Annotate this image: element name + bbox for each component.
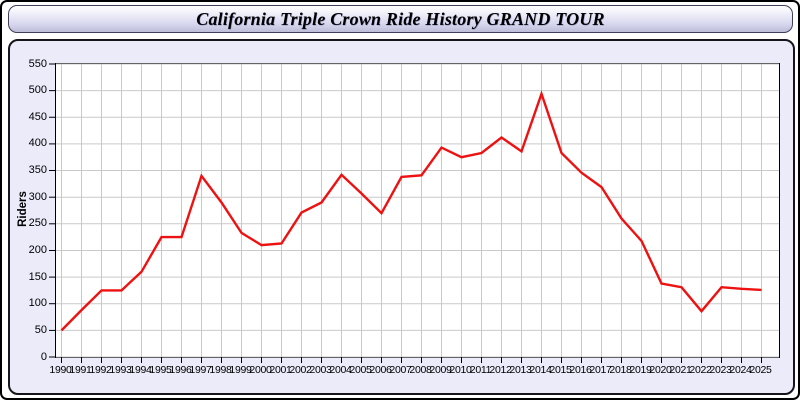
x-tick-label: 1999 [229,364,252,376]
x-tick-label: 2009 [429,364,452,376]
x-tick-label: 2002 [289,364,312,376]
x-tick-label: 2011 [469,364,492,376]
x-tick-label: 2000 [249,364,272,376]
x-tick-label: 2024 [729,364,752,376]
y-tick-label: 450 [28,110,47,123]
x-tick-label: 1993 [109,364,132,376]
chart-panel: Riders 0 50 100 150 200 250 300 350 400 450 500 550… [8,39,795,395]
x-tick-label: 2008 [409,364,432,376]
x-tick-label: 2005 [349,364,372,376]
line-chart [49,63,779,363]
chart-title-bar: California Triple Crown Ride History GRA… [8,5,793,33]
x-tick-label: 2023 [709,364,732,376]
x-tick-label: 2018 [609,364,632,376]
x-tick-label: 2012 [489,364,512,376]
x-tick-label: 1996 [169,364,192,376]
x-tick-label: 1997 [189,364,212,376]
x-tick-label: 2007 [389,364,412,376]
y-tick-label: 400 [28,137,47,150]
y-tick-label: 300 [28,190,47,203]
y-tick-label: 150 [28,270,47,283]
x-tick-label: 1992 [89,364,112,376]
x-tick-label: 2020 [649,364,672,376]
y-tick-label: 350 [28,164,47,177]
y-tick-label: 0 [40,350,47,363]
x-tick-label: 1990 [49,364,72,376]
x-tick-label: 1991 [69,364,92,376]
chart-title: California Triple Crown Ride History GRA… [196,8,605,29]
x-tick-label: 1995 [149,364,172,376]
riders-series-line [60,90,762,332]
x-tick-label: 2022 [689,364,712,376]
y-tick-label: 250 [28,217,47,230]
x-tick-label: 2010 [449,364,472,376]
y-tick-label: 500 [28,84,47,97]
y-tick-label: 550 [28,57,47,70]
x-tick-label: 2014 [529,364,552,376]
x-tick-label: 2004 [329,364,352,376]
x-tick-label: 2003 [309,364,332,376]
x-tick-label: 1994 [129,364,152,376]
x-tick-label: 2025 [749,364,772,376]
plot-area [49,63,780,363]
x-tick-label: 2013 [509,364,532,376]
x-tick-label: 2016 [569,364,592,376]
x-tick-label: 2019 [629,364,652,376]
y-tick-label: 100 [28,297,47,310]
x-tick-label: 2021 [669,364,692,376]
x-tick-label: 2001 [269,364,292,376]
x-tick-label: 2006 [369,364,392,376]
x-tick-label: 2017 [589,364,612,376]
x-tick-label: 1998 [209,364,232,376]
x-tick-label: 2015 [549,364,572,376]
y-tick-label: 200 [28,243,47,256]
y-tick-label: 50 [34,323,47,336]
